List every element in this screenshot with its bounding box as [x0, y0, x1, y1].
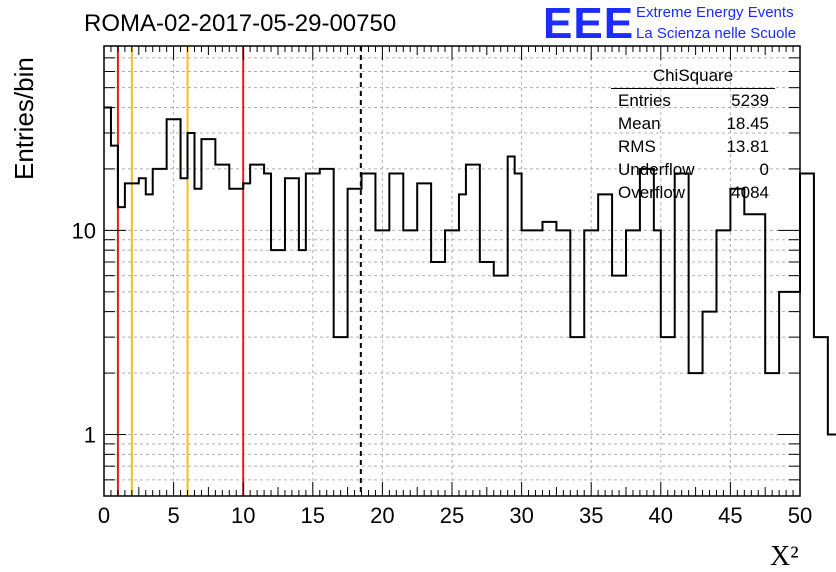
x-tick-label: 30: [509, 503, 533, 528]
reference-lines: [116, 46, 362, 496]
x-tick-label: 25: [440, 503, 464, 528]
x-tick-label: 0: [98, 503, 110, 528]
x-tick-labels: 0 5 10 15 20 25 30 35 40 45 50: [98, 503, 812, 528]
x-axis-label: X²: [770, 541, 799, 572]
stats-label: Underflow: [618, 160, 695, 179]
stats-title: ChiSquare: [611, 64, 775, 89]
stats-value: 18.45: [726, 114, 769, 133]
x-tick-label: 40: [649, 503, 673, 528]
stats-row: RMS 13.81: [611, 135, 777, 158]
stats-row: Underflow 0: [611, 158, 777, 181]
stats-row: Entries 5239: [611, 89, 777, 112]
stats-value: 0: [759, 160, 769, 179]
stats-label: RMS: [618, 137, 656, 156]
stats-box: ChiSquare Entries 5239 Mean 18.45 RMS 13…: [611, 64, 777, 204]
y-axis-label: Entries/bin: [9, 57, 39, 180]
stats-label: Overflow: [618, 183, 686, 202]
eee-logo: EEE: [543, 0, 635, 48]
x-tick-label: 50: [788, 503, 812, 528]
y-tick-labels: 1 10: [72, 218, 96, 447]
histogram-series: [104, 106, 836, 436]
x-tick-label: 10: [231, 503, 255, 528]
y-tick-label: 10: [72, 218, 96, 243]
stats-value: 5239: [731, 91, 769, 110]
stats-row: Overflow 4084: [611, 181, 777, 204]
axis-ticks: [103, 46, 801, 496]
x-tick-label: 20: [370, 503, 394, 528]
chart-title: ROMA-02-2017-05-29-00750: [84, 10, 397, 37]
stats-value: 13.81: [726, 137, 769, 156]
logo-line-2: La Scienza nelle Scuole: [636, 25, 797, 42]
x-tick-label: 15: [301, 503, 325, 528]
logo-line-1: Extreme Energy Events: [636, 4, 794, 21]
stats-label: Entries: [618, 91, 671, 110]
stats-row: Mean 18.45: [611, 112, 777, 135]
x-tick-label: 35: [579, 503, 603, 528]
x-tick-label: 45: [718, 503, 742, 528]
x-tick-label: 5: [167, 503, 179, 528]
stats-label: Mean: [618, 114, 661, 133]
y-tick-label: 1: [84, 423, 96, 448]
stats-value: 4084: [731, 183, 769, 202]
grid-lines: [104, 46, 800, 496]
